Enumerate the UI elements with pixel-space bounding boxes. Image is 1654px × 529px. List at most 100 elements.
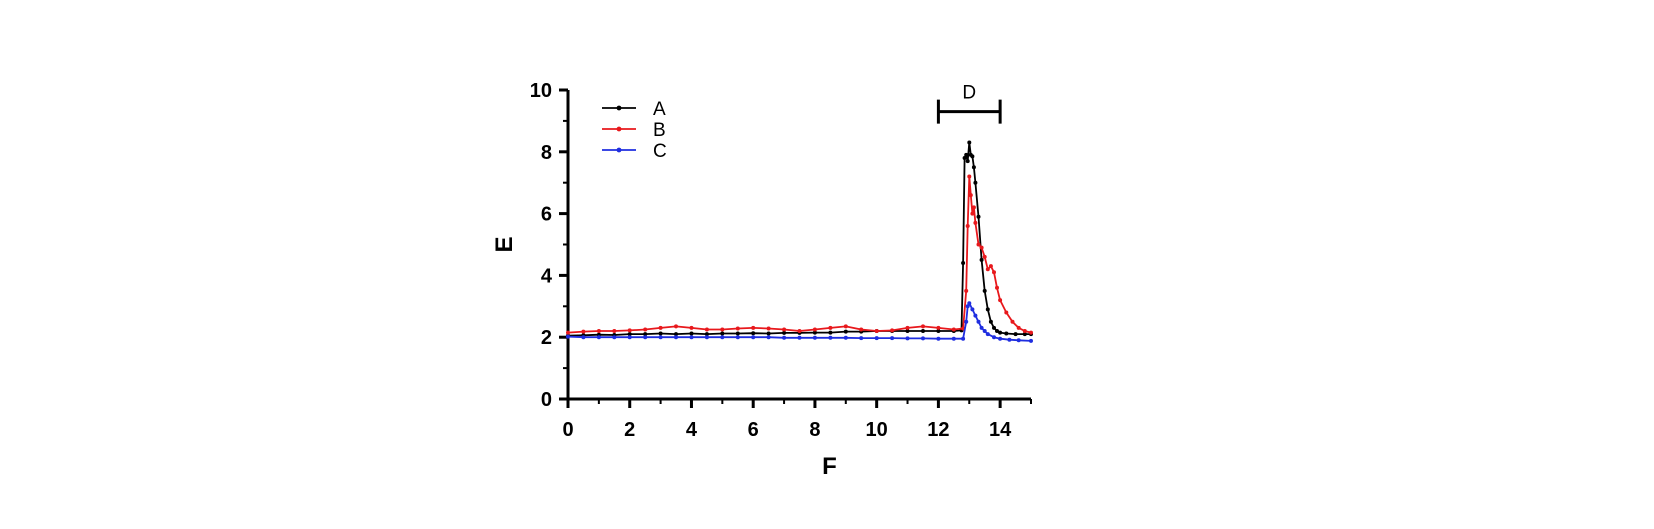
data-point-C [843, 335, 848, 340]
data-point-B [1029, 330, 1033, 335]
data-point-B [689, 325, 694, 330]
data-point-C [627, 335, 632, 340]
data-point-B [751, 325, 756, 330]
data-point-A [961, 261, 966, 265]
data-point-B [596, 329, 601, 333]
data-point-A [720, 331, 725, 336]
y-tick-label: 10 [530, 80, 552, 102]
data-point-C [566, 334, 570, 339]
series-A [566, 140, 1033, 338]
data-point-B [992, 270, 996, 275]
data-point-B [704, 327, 709, 332]
data-point-C [976, 319, 981, 324]
data-point-C [859, 336, 864, 341]
data-point-A [970, 154, 975, 159]
y-tick-label: 0 [541, 389, 552, 411]
data-point-B [967, 174, 972, 179]
x-tick-label: 4 [686, 419, 698, 441]
x-tick-label: 12 [927, 419, 949, 441]
series-B [566, 174, 1033, 335]
y-tick-label: 2 [541, 327, 552, 349]
data-point-A [735, 331, 740, 336]
data-point-C [965, 304, 970, 309]
data-point-A [1004, 331, 1009, 336]
data-point-B [970, 211, 975, 216]
data-point-B [936, 325, 941, 330]
data-point-C [964, 319, 969, 324]
series-line-A [567, 141, 1031, 337]
data-point-A [985, 307, 990, 312]
data-point-B [982, 254, 987, 259]
data-point-B [581, 329, 586, 334]
legend-item-A: A [602, 99, 666, 120]
data-point-C [581, 335, 586, 340]
data-point-B [976, 242, 981, 247]
data-point-B [874, 329, 879, 333]
data-point-A [973, 180, 978, 185]
data-point-A [1022, 332, 1027, 337]
y-tick-label: 4 [541, 265, 553, 287]
data-point-A [627, 332, 632, 337]
legend-label: A [653, 99, 666, 120]
data-point-B [843, 324, 848, 329]
axes: 0 2 4 6 8 10 0 2 4 6 8 10 12 14 [530, 80, 1032, 441]
data-point-B [643, 327, 648, 332]
data-point-B [905, 325, 910, 330]
data-point-A [1013, 332, 1018, 337]
annotation-label: D [962, 83, 976, 104]
x-axis-title: F [822, 453, 837, 480]
data-point-A [965, 159, 970, 164]
data-point-C [985, 332, 990, 337]
y-tick-label: 6 [541, 204, 552, 226]
data-point-A [998, 330, 1003, 335]
data-point-C [658, 335, 663, 340]
data-point-B [720, 327, 725, 332]
data-point-B [1022, 329, 1027, 333]
data-point-C [751, 335, 756, 340]
x-tick-label: 8 [809, 419, 820, 441]
data-point-B [998, 298, 1003, 303]
data-point-B [1004, 310, 1009, 315]
legend-item-B: B [602, 120, 666, 141]
annotation: D [936, 83, 1002, 124]
data-point-C [643, 335, 648, 340]
data-point-B [964, 288, 969, 293]
legend-swatch-marker [616, 126, 622, 132]
data-point-A [971, 165, 976, 170]
data-point-B [985, 267, 990, 272]
data-point-B [828, 325, 833, 330]
x-tick-label: 6 [748, 419, 759, 441]
data-point-C [874, 336, 879, 341]
data-point-B [968, 193, 973, 198]
data-point-A [982, 288, 987, 293]
data-point-B [566, 330, 570, 335]
data-point-A [992, 325, 996, 330]
data-point-A [782, 330, 787, 335]
x-tick-label: 10 [866, 419, 888, 441]
y-tick-label: 8 [541, 142, 552, 164]
data-point-A [921, 329, 925, 333]
data-point-B [658, 325, 663, 330]
data-point-C [720, 335, 725, 340]
data-point-A [995, 329, 999, 333]
data-point-B [971, 205, 976, 210]
data-point-B [1016, 325, 1021, 330]
data-point-C [596, 335, 601, 340]
data-point-A [689, 331, 694, 336]
data-point-C [992, 335, 996, 340]
data-point-C [812, 335, 817, 340]
data-point-A [812, 330, 817, 335]
data-point-C [921, 336, 925, 341]
data-point-C [905, 336, 910, 341]
data-point-B [612, 329, 617, 333]
data-point-B [797, 329, 802, 333]
series-C [566, 301, 1033, 343]
data-point-A [967, 140, 972, 145]
data-point-A [751, 331, 756, 336]
y-axis-title: E [491, 236, 518, 252]
data-point-A [976, 214, 981, 219]
data-point-B [988, 264, 993, 269]
data-point-C [890, 336, 895, 341]
data-point-A [843, 329, 848, 334]
